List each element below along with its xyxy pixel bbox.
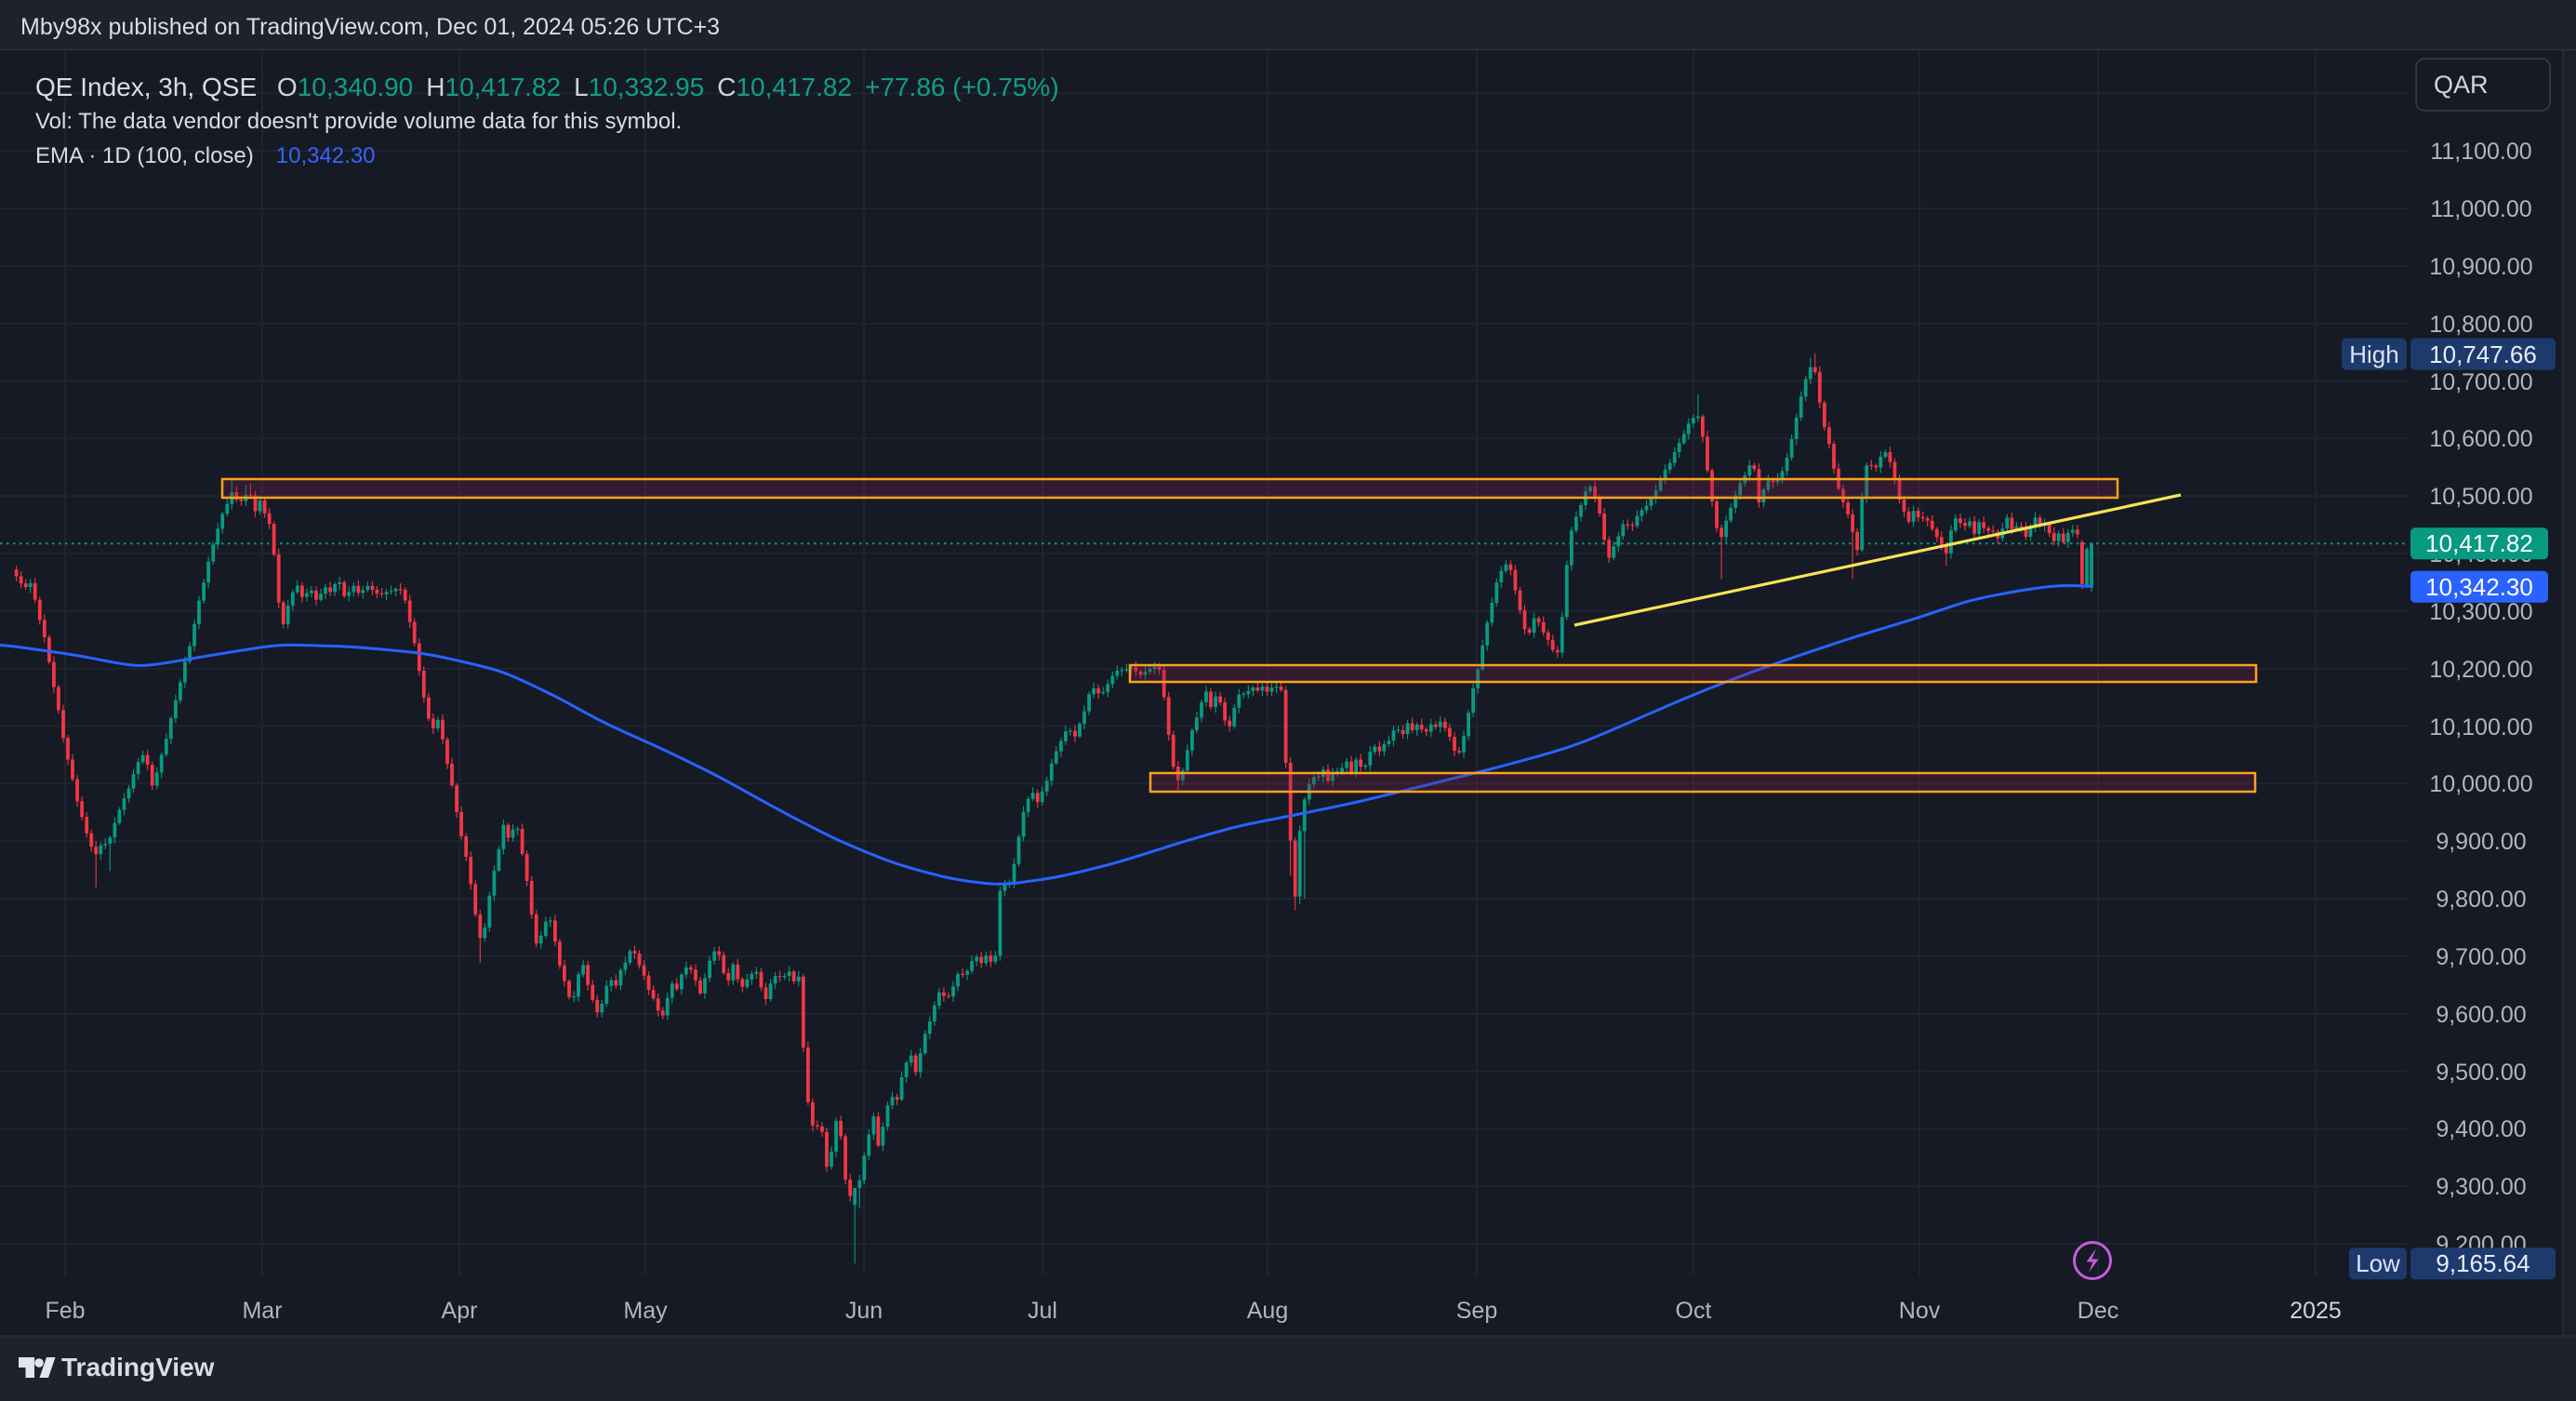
svg-text:Aug: Aug [1247, 1298, 1288, 1324]
svg-text:High: High [2349, 340, 2398, 368]
svg-text:Apr: Apr [442, 1298, 478, 1324]
svg-text:10,417.82: 10,417.82 [2425, 529, 2533, 557]
svg-text:10,600.00: 10,600.00 [2429, 426, 2532, 452]
svg-text:10,342.30: 10,342.30 [2425, 573, 2533, 601]
svg-text:9,400.00: 9,400.00 [2436, 1116, 2526, 1142]
svg-text:11,100.00: 11,100.00 [2430, 139, 2531, 165]
svg-text:Jul: Jul [1028, 1298, 1057, 1324]
svg-text:10,500.00: 10,500.00 [2429, 484, 2532, 510]
svg-text:Low: Low [2356, 1249, 2400, 1277]
svg-text:Jun: Jun [845, 1298, 883, 1324]
svg-text:9,500.00: 9,500.00 [2436, 1060, 2526, 1086]
svg-text:10,200.00: 10,200.00 [2429, 657, 2532, 683]
svg-text:10,300.00: 10,300.00 [2429, 599, 2532, 625]
svg-text:Oct: Oct [1676, 1298, 1712, 1324]
svg-text:10,000.00: 10,000.00 [2429, 771, 2532, 797]
svg-text:9,600.00: 9,600.00 [2436, 1002, 2526, 1028]
svg-text:Dec: Dec [2078, 1298, 2118, 1324]
svg-text:9,800.00: 9,800.00 [2436, 887, 2526, 913]
svg-text:Feb: Feb [45, 1298, 85, 1324]
svg-text:TradingView: TradingView [61, 1353, 215, 1381]
svg-text:10,747.66: 10,747.66 [2429, 340, 2537, 368]
svg-text:10,700.00: 10,700.00 [2429, 369, 2532, 395]
svg-text:2025: 2025 [2290, 1298, 2342, 1324]
svg-text:10,100.00: 10,100.00 [2429, 714, 2532, 741]
svg-text:9,700.00: 9,700.00 [2436, 944, 2526, 970]
svg-text:Mar: Mar [242, 1298, 282, 1324]
svg-text:Nov: Nov [1899, 1298, 1941, 1324]
svg-text:May: May [623, 1298, 668, 1324]
svg-text:10,800.00: 10,800.00 [2429, 312, 2532, 338]
svg-text:10,900.00: 10,900.00 [2429, 254, 2532, 280]
svg-text:9,300.00: 9,300.00 [2436, 1174, 2526, 1200]
svg-text:QAR: QAR [2434, 71, 2489, 99]
svg-text:9,165.64: 9,165.64 [2436, 1249, 2530, 1277]
svg-text:9,900.00: 9,900.00 [2436, 829, 2526, 855]
svg-text:11,000.00: 11,000.00 [2430, 196, 2531, 222]
svg-text:Sep: Sep [1456, 1298, 1497, 1324]
